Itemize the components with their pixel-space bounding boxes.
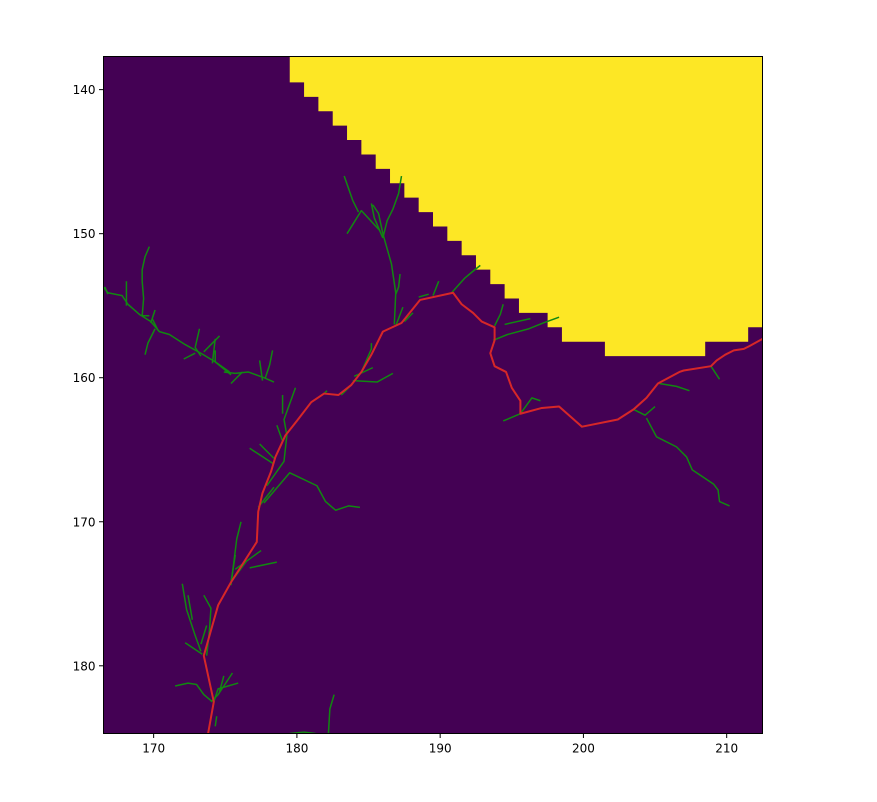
branch-line (382, 175, 403, 239)
branch-line (395, 273, 401, 295)
main-path-line (202, 291, 763, 734)
y-tick-label: 170 (73, 515, 96, 529)
branch-line (343, 175, 360, 213)
branch-line (519, 397, 541, 415)
branch-line (372, 204, 397, 325)
branch-line (141, 246, 151, 317)
branch-line (258, 360, 264, 381)
branch-line (264, 350, 274, 378)
plot-frame (103, 56, 763, 734)
branch-line (645, 417, 730, 507)
branch-line (263, 472, 361, 511)
branch-line (151, 318, 159, 331)
branch-line (502, 413, 521, 422)
branch-line (266, 387, 297, 487)
branch-line (103, 286, 232, 376)
x-tick-label: 190 (429, 742, 452, 756)
branch-line (327, 694, 335, 734)
branch-line (214, 350, 231, 373)
branch-line (211, 338, 216, 364)
x-tick-label: 170 (142, 742, 165, 756)
y-tick-label: 150 (73, 227, 96, 241)
branch-line (249, 561, 278, 569)
branch-line (187, 595, 194, 620)
branch-line (492, 316, 560, 341)
branch-line (184, 642, 203, 655)
branch-line (183, 352, 196, 360)
branch-line (633, 405, 656, 416)
branch-line (218, 675, 225, 692)
branch-line (174, 682, 213, 703)
branch-line (234, 549, 262, 570)
branch-line (200, 625, 208, 645)
branch-line (659, 382, 690, 392)
branch-line (493, 304, 504, 327)
branch-line (370, 203, 384, 239)
branch-line (194, 328, 202, 357)
branch-line (353, 366, 374, 377)
y-tick-label: 140 (73, 83, 96, 97)
x-axis: 170 180 190 200 210 (142, 733, 738, 756)
branch-line (223, 371, 275, 383)
x-tick-label: 180 (285, 742, 308, 756)
y-tick-label: 160 (73, 371, 96, 385)
branch-layer (103, 175, 730, 734)
heatmap-region (289, 56, 763, 357)
branch-line (352, 372, 394, 383)
branch-line (504, 317, 531, 326)
y-tick-label: 180 (73, 659, 96, 673)
branch-line (432, 280, 440, 296)
branch-line (150, 309, 156, 324)
branch-line (230, 371, 243, 385)
x-tick-label: 200 (572, 742, 595, 756)
branch-line (276, 424, 284, 442)
y-axis: 140 150 160 170 180 (73, 83, 104, 673)
branch-line (249, 447, 275, 465)
branch-line (710, 365, 721, 380)
branch-line (214, 716, 218, 727)
branch-line (346, 209, 381, 235)
branch-line (418, 293, 429, 298)
branch-line (403, 312, 414, 323)
plot-area (103, 56, 763, 734)
branch-line (203, 335, 221, 353)
branch-line (451, 264, 481, 294)
branch-line (144, 328, 156, 355)
x-tick-label: 210 (715, 742, 738, 756)
branch-line (181, 583, 202, 652)
branch-line (104, 286, 109, 295)
branch-line (395, 306, 404, 327)
branch-line (259, 443, 275, 459)
